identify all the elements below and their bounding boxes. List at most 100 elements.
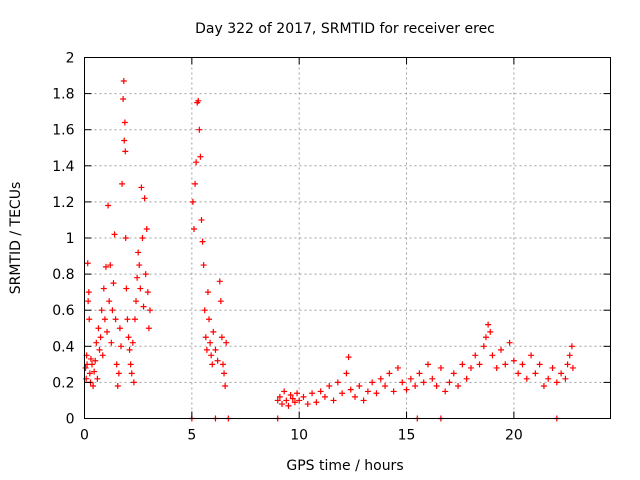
data-point (146, 307, 153, 314)
y-tick-label: 0 (66, 412, 75, 428)
data-point (122, 235, 129, 241)
data-point (190, 225, 197, 232)
y-tick-label: 0.6 (52, 303, 74, 319)
data-point (291, 399, 298, 406)
data-point (90, 383, 97, 390)
data-point (330, 397, 337, 404)
data-point (373, 390, 380, 397)
data-point (130, 379, 137, 386)
x-tick-label: 0 (80, 428, 89, 444)
data-point (394, 364, 401, 371)
data-point (199, 238, 206, 245)
data-point (562, 375, 569, 382)
data-point (99, 352, 106, 359)
data-point (433, 383, 440, 390)
data-point (459, 361, 466, 368)
data-point (498, 346, 505, 353)
data-point (144, 289, 151, 296)
plot-frame (84, 57, 611, 419)
y-tick-label: 1.4 (52, 159, 74, 175)
data-point (528, 352, 535, 359)
data-point (283, 397, 290, 404)
data-point (218, 334, 225, 341)
data-point (221, 370, 228, 377)
data-point (89, 361, 96, 368)
data-point (100, 285, 107, 292)
data-point (412, 383, 419, 390)
data-point (106, 298, 113, 305)
data-point (217, 298, 224, 305)
data-point (189, 198, 196, 205)
data-point (98, 307, 105, 314)
data-point (128, 370, 135, 377)
data-point (493, 364, 500, 371)
data-point (502, 361, 509, 368)
data-point (287, 392, 294, 399)
data-point (91, 368, 98, 375)
data-point (108, 339, 115, 346)
data-point (85, 289, 92, 296)
data-point (399, 379, 406, 386)
data-point (93, 339, 100, 346)
data-point (204, 289, 211, 296)
data-point (352, 393, 359, 400)
data-point (209, 361, 216, 368)
data-point (112, 316, 119, 323)
data-point (536, 361, 543, 368)
data-point (519, 361, 526, 368)
data-point (216, 278, 223, 285)
y-tick-label: 0.8 (52, 267, 74, 283)
data-point (214, 357, 221, 364)
data-point (207, 339, 214, 346)
data-point (403, 386, 410, 393)
y-axis-label: SRMTID / TECUs (8, 182, 24, 295)
y-tick-label: 1 (66, 231, 75, 247)
data-point (416, 370, 423, 377)
data-point (96, 346, 103, 353)
data-point (200, 262, 207, 269)
data-point (463, 375, 470, 382)
data-point (279, 401, 286, 408)
data-point (198, 216, 205, 223)
data-point (276, 393, 283, 400)
data-point (210, 328, 217, 335)
data-point (274, 397, 281, 404)
x-tick-label: 20 (505, 428, 523, 444)
data-point (87, 355, 94, 362)
data-point (121, 119, 128, 126)
data-point (326, 383, 333, 390)
data-point (142, 271, 149, 278)
data-point (304, 401, 311, 408)
data-point (480, 343, 487, 350)
data-point (136, 262, 143, 269)
data-point (390, 388, 397, 395)
data-point (111, 231, 118, 238)
data-point (446, 379, 453, 386)
data-point (121, 137, 128, 144)
data-point (143, 225, 150, 232)
data-point (568, 343, 575, 350)
data-point (317, 388, 324, 395)
data-point (206, 316, 213, 323)
y-tick-label: 0.2 (52, 375, 74, 391)
data-point (360, 397, 367, 404)
data-point (101, 316, 108, 323)
data-point (137, 285, 144, 292)
data-point (120, 77, 127, 84)
data-point (377, 375, 384, 382)
y-tick-label: 2 (66, 51, 75, 67)
data-point (116, 325, 123, 332)
data-point (129, 339, 136, 346)
data-point (313, 399, 320, 406)
data-point (202, 334, 209, 341)
data-point (281, 388, 288, 395)
data-point (135, 249, 142, 256)
data-point (558, 370, 565, 377)
data-point (113, 361, 120, 368)
data-point (105, 202, 112, 209)
data-point (197, 153, 204, 160)
data-point (223, 339, 230, 346)
data-points (82, 77, 576, 422)
data-point (467, 364, 474, 371)
data-point (523, 375, 530, 382)
